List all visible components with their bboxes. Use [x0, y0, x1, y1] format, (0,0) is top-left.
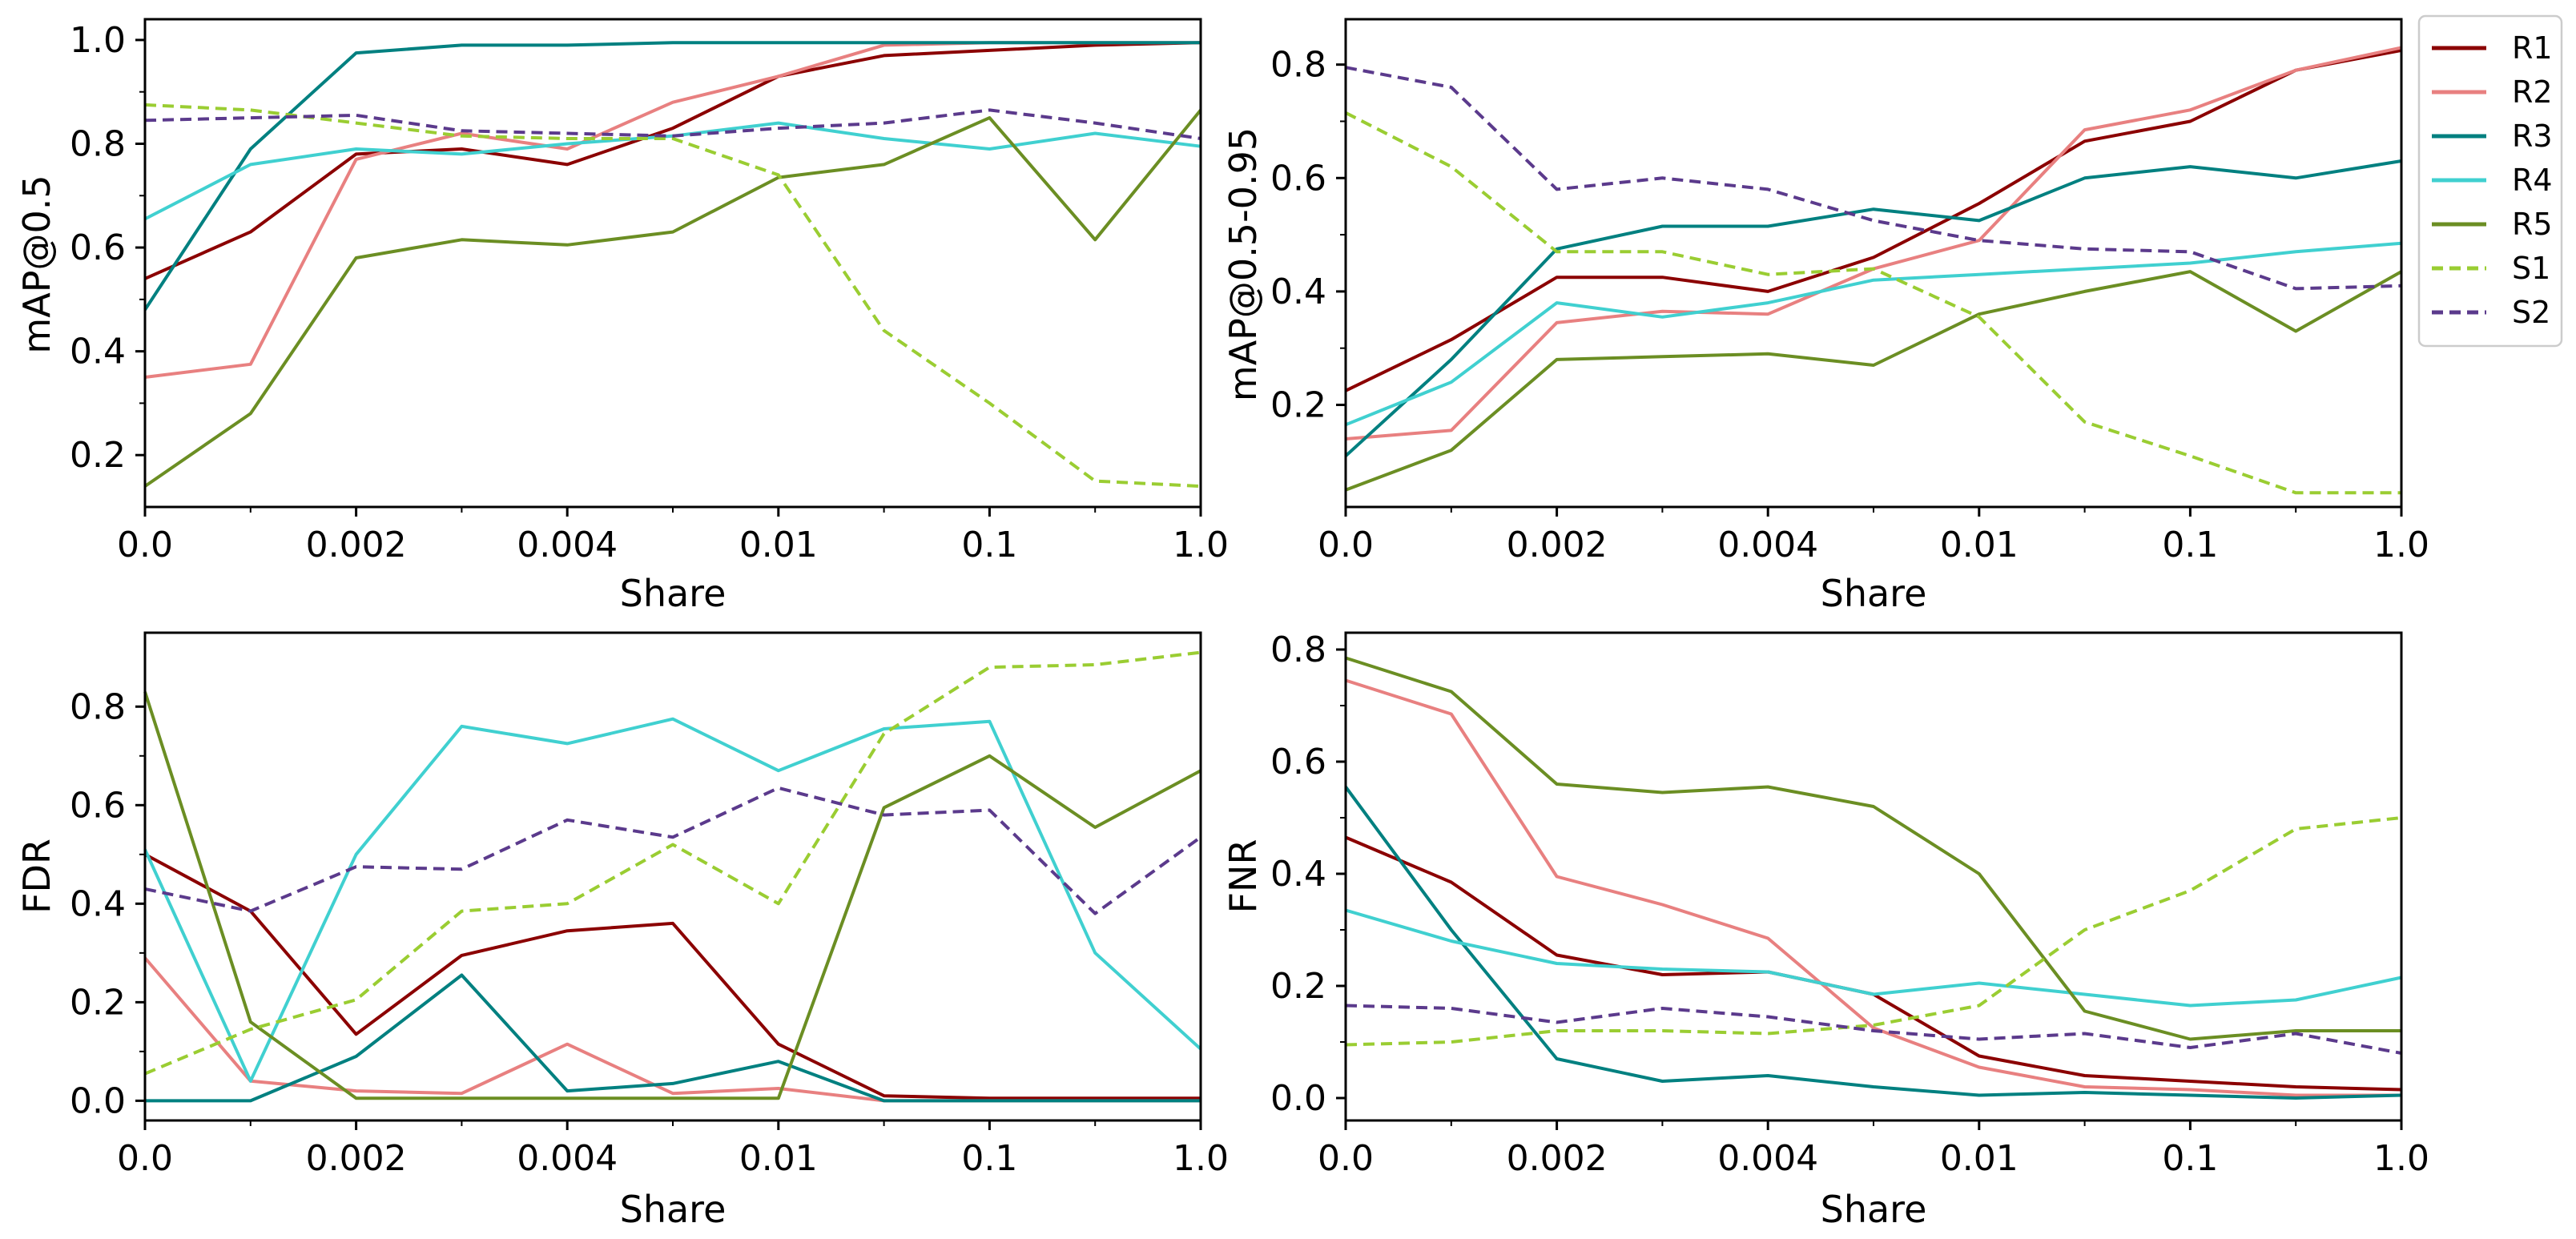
y-tick-label: 0.6 — [1270, 742, 1326, 782]
x-tick-label: 1.0 — [1173, 525, 1229, 565]
x-tick-label: 0.01 — [739, 525, 818, 565]
x-tick-label: 0.01 — [1940, 1138, 2019, 1179]
y-axis-label: mAP@0.5-0.95 — [1222, 127, 1265, 401]
x-tick-label: 1.0 — [2373, 525, 2429, 565]
x-tick-label: 0.1 — [2162, 525, 2218, 565]
panel-fdr: 0.00.20.40.60.8 0.0 0.002 0.004 0.01 0.1 1.0 … — [15, 631, 1229, 1231]
y-tick-label: 0.6 — [1270, 158, 1326, 199]
series-line-r4 — [143, 717, 1202, 1083]
y-tick-label: 0.8 — [1270, 45, 1326, 86]
series-line-r5 — [143, 691, 1201, 1100]
series-line-s2 — [144, 786, 1202, 915]
series-line-r4 — [1345, 241, 2402, 427]
y-tick-label: 0.2 — [70, 982, 126, 1023]
y-tick-label: 0.2 — [1270, 385, 1326, 426]
x-tick-label: 0.1 — [961, 525, 1017, 565]
series-line-r5 — [1345, 270, 2402, 492]
x-tick-label: 0.002 — [306, 525, 407, 565]
x-tick-label: 0.002 — [1507, 525, 1608, 565]
y-tick-label: 0.8 — [70, 123, 126, 164]
x-tick-label: 0.004 — [517, 525, 618, 565]
series-line-r5 — [1345, 656, 2401, 1041]
y-tick-label: 0.8 — [70, 686, 126, 727]
series-line-s1 — [144, 103, 1201, 489]
legend-label-r4: R4 — [2512, 163, 2553, 198]
y-tick-label: 0.4 — [1270, 272, 1326, 312]
x-tick-label: 0.002 — [306, 1138, 407, 1179]
series-line-r4 — [1345, 908, 2402, 1008]
series-line-r2 — [1345, 678, 2401, 1097]
legend-label-s1: S1 — [2512, 251, 2550, 286]
series-line-r1 — [1345, 48, 2402, 392]
y-tick-label: 0.0 — [70, 1080, 126, 1121]
series-line-s1 — [144, 650, 1201, 1076]
y-axis-label: FNR — [1222, 839, 1265, 914]
x-tick-label: 0.01 — [1940, 525, 2019, 565]
x-tick-label: 0.002 — [1507, 1138, 1608, 1179]
y-tick-label: 0.4 — [70, 332, 126, 372]
series-line-r3 — [1344, 159, 2402, 457]
x-tick-label: 0.0 — [117, 1138, 173, 1179]
x-tick-label: 0.004 — [517, 1138, 618, 1179]
x-axis-label: Share — [1821, 1188, 1927, 1231]
x-tick-label: 0.004 — [1717, 1138, 1818, 1179]
y-tick-label: 0.0 — [1270, 1078, 1326, 1119]
y-tick-label: 0.2 — [1270, 966, 1326, 1007]
x-axis-label: Share — [620, 1188, 727, 1231]
series-line-r5 — [143, 109, 1202, 488]
x-tick-label: 0.01 — [739, 1138, 818, 1179]
y-tick-label: 0.8 — [1270, 630, 1326, 670]
x-tick-label: 0.1 — [2162, 1138, 2218, 1179]
y-axis-label: mAP@0.5 — [15, 175, 58, 353]
series-line-r1 — [144, 853, 1201, 1100]
series-line-r3 — [1344, 786, 2402, 1100]
legend-label-s2: S2 — [2512, 295, 2550, 330]
x-tick-label: 0.1 — [961, 1138, 1017, 1179]
series-line-r3 — [143, 41, 1201, 311]
y-tick-label: 0.4 — [70, 883, 126, 924]
x-tick-label: 0.0 — [117, 525, 173, 565]
legend: R1 R2 R3 R4 R5 S1 S2 — [2417, 14, 2563, 348]
series-line-r1 — [144, 41, 1201, 280]
legend-label-r1: R1 — [2512, 30, 2553, 66]
series-line-s2 — [144, 108, 1201, 140]
legend-label-r5: R5 — [2512, 207, 2553, 242]
panel-fnr: 0.00.20.40.60.8 0.0 0.002 0.004 0.01 0.1 1.0 … — [1222, 630, 2429, 1231]
series-line-s1 — [1345, 111, 2401, 495]
x-tick-label: 1.0 — [2373, 1138, 2429, 1179]
y-tick-label: 0.2 — [70, 435, 126, 476]
y-tick-label: 0.6 — [70, 227, 126, 268]
x-tick-label: 0.0 — [1318, 525, 1374, 565]
series-line-s2 — [1345, 1004, 2402, 1055]
legend-label-r3: R3 — [2512, 119, 2553, 154]
x-axis-label: Share — [620, 572, 727, 615]
legend-label-r2: R2 — [2512, 74, 2553, 110]
y-axis-label: FDR — [15, 839, 58, 914]
y-tick-label: 0.6 — [70, 785, 126, 826]
y-tick-label: 0.4 — [1270, 854, 1326, 895]
x-tick-label: 0.004 — [1717, 525, 1818, 565]
series-line-s1 — [1345, 816, 2402, 1047]
x-tick-label: 0.0 — [1318, 1138, 1374, 1179]
panel-map50: 0.20.40.60.81.0 0.0 0.002 0.004 0.01 0.1 1.0 … — [15, 18, 1229, 615]
y-tick-label: 1.0 — [70, 20, 126, 61]
x-axis-label: Share — [1821, 572, 1927, 615]
x-tick-label: 1.0 — [1173, 1138, 1229, 1179]
legend-frame — [2417, 14, 2563, 348]
panel-map5095: 0.2 0.4 0.6 0.8 0.0 0.002 0.004 0.01 0.1 1.0 Sha… — [1222, 18, 2429, 615]
